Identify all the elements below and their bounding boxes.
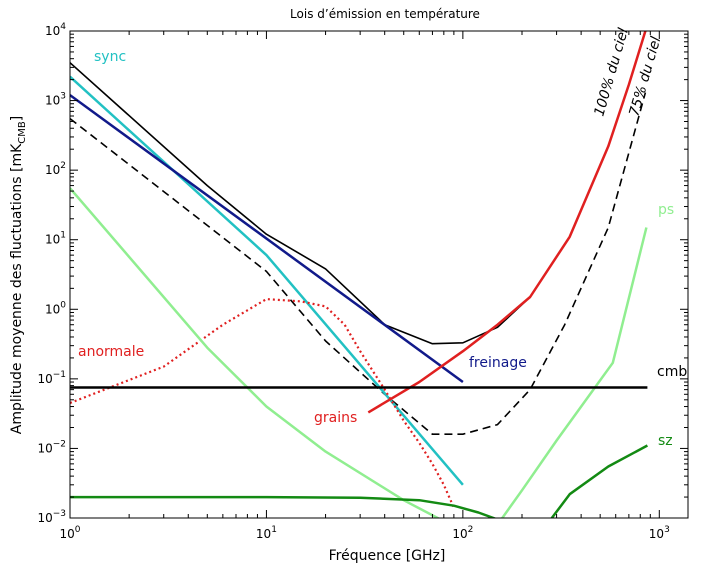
- y-tick-label: 10−3: [37, 509, 66, 525]
- curve-ps: [70, 187, 648, 518]
- x-tick-label: 103: [649, 525, 670, 541]
- label-sky-100: 100% du ciel: [591, 26, 631, 118]
- y-axis-title-sub: CMB: [17, 121, 28, 144]
- label-ps: ps: [658, 202, 674, 218]
- curve-grains: [367, 31, 647, 414]
- x-tick-label: 101: [256, 525, 277, 541]
- curve-anormale: [70, 298, 455, 509]
- curve-100-du-ciel: [70, 31, 647, 345]
- chart-title: Lois d’émission en température: [290, 7, 480, 21]
- y-tick-label: 101: [45, 231, 66, 247]
- label-freinage: freinage: [469, 355, 527, 371]
- label-cmb: cmb: [657, 364, 687, 380]
- curve-freinage: [70, 94, 464, 384]
- y-tick-label: 103: [45, 92, 66, 108]
- y-tick-label: 10−1: [37, 370, 66, 386]
- x-tick-label: 100: [59, 525, 80, 541]
- label-sync: sync: [94, 49, 126, 65]
- y-tick-label: 100: [45, 300, 66, 316]
- curve-sz-1: [70, 495, 498, 518]
- curve-sync: [70, 75, 464, 486]
- label-anormale: anormale: [78, 344, 144, 360]
- y-tick-label: 10−2: [37, 439, 66, 455]
- curve-75-du-ciel: [70, 92, 647, 435]
- series-layer: [70, 31, 648, 518]
- label-sz: sz: [658, 433, 673, 449]
- x-tick-label: 102: [452, 525, 473, 541]
- x-axis-title: Fréquence [GHz]: [329, 548, 446, 564]
- plot-frame: [69, 30, 689, 519]
- y-tick-label: 102: [45, 161, 66, 177]
- label-layer: sync anormale freinage grains ps cmb sz 100% du…: [78, 26, 687, 449]
- y-tick-label: 104: [45, 22, 66, 38]
- curve-sz-2: [550, 444, 648, 518]
- label-grains: grains: [314, 410, 357, 426]
- y-axis-title-main: Amplitude moyenne des fluctuations [mK: [9, 143, 25, 434]
- y-axis-title: Amplitude moyenne des fluctuations [mKCM…: [9, 116, 28, 434]
- tick-layer: 100 101 102 103 10−3 10−2 10−1 100 101 102 103 104: [37, 22, 688, 541]
- y-axis-title-close: ]: [9, 116, 25, 121]
